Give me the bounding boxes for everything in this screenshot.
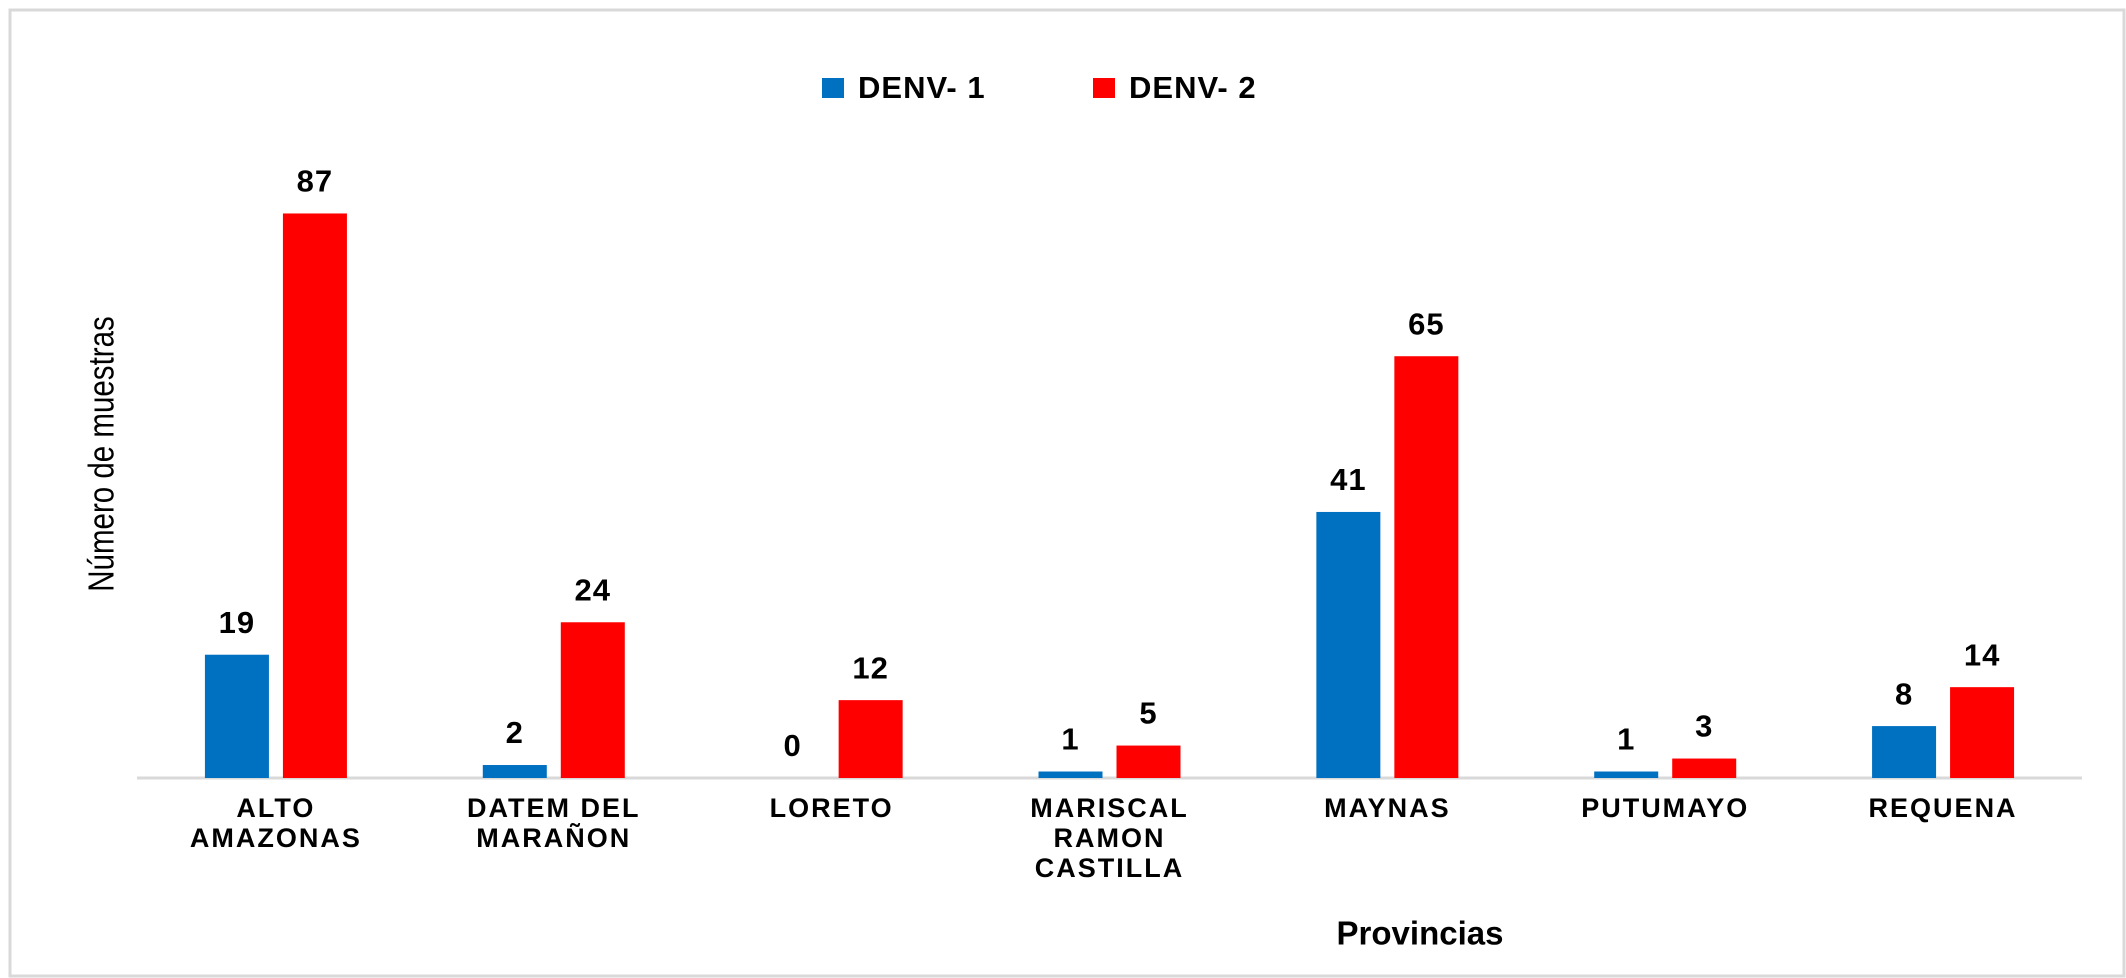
value-label: 87	[297, 164, 333, 199]
y-axis-title: Número de muestras	[81, 316, 121, 592]
x-tick-label: MARISCAL RAMON CASTILLA	[1030, 793, 1189, 883]
legend-swatch	[1093, 78, 1115, 98]
value-label: 1	[1617, 722, 1635, 757]
legend-label: DENV- 1	[858, 70, 986, 105]
bar	[1950, 687, 2015, 778]
legend-label: DENV- 2	[1129, 70, 1257, 105]
bar	[1038, 771, 1103, 778]
bar	[838, 700, 903, 778]
value-label: 41	[1330, 462, 1366, 497]
legend-swatch	[822, 78, 844, 98]
bar	[1872, 726, 1937, 778]
bar	[282, 213, 347, 778]
value-label: 12	[852, 650, 888, 685]
x-axis-title: Provincias	[1337, 915, 1504, 952]
x-tick-label: PUTUMAYO	[1581, 793, 1750, 823]
bar	[560, 622, 625, 778]
bar	[1316, 511, 1381, 778]
x-tick-label: LORETO	[769, 793, 894, 823]
value-label: 0	[784, 728, 802, 763]
chart-frame	[8, 8, 2126, 978]
x-tick-label: ALTO AMAZONAS	[189, 793, 362, 853]
value-label: 2	[506, 715, 524, 750]
value-label: 24	[575, 572, 611, 607]
value-label: 19	[219, 605, 255, 640]
bar	[204, 654, 269, 778]
x-tick-label: DATEM DEL MARAÑON	[467, 793, 641, 853]
bar	[1116, 745, 1181, 778]
bar	[482, 765, 547, 778]
bar	[1672, 758, 1737, 778]
x-tick-label: REQUENA	[1868, 793, 2018, 823]
value-label: 5	[1139, 696, 1157, 731]
x-tick-label: MAYNAS	[1324, 793, 1451, 823]
value-label: 14	[1964, 637, 2000, 672]
bar	[1394, 356, 1459, 778]
value-label: 1	[1061, 722, 1079, 757]
value-label: 65	[1408, 306, 1444, 341]
value-label: 3	[1695, 709, 1713, 744]
bar	[1594, 771, 1659, 778]
value-label: 8	[1895, 676, 1913, 711]
